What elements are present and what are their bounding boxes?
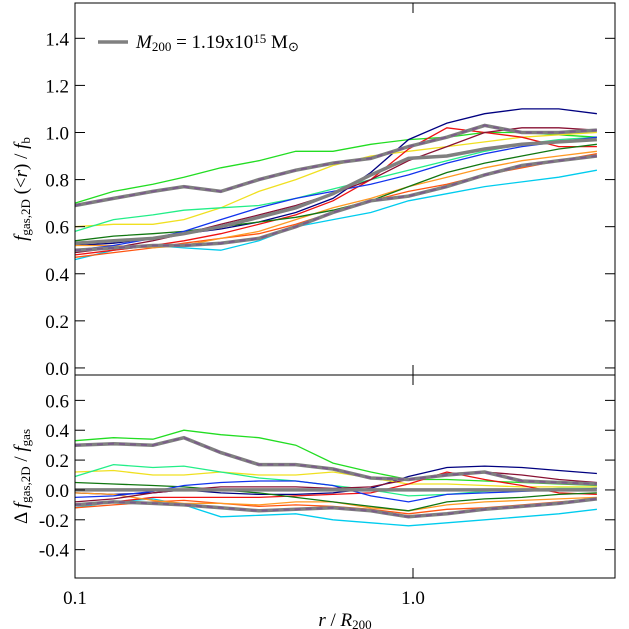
y-tick-label: 0.0	[45, 359, 69, 380]
y-axis-label-part: /	[11, 452, 32, 467]
y-axis-label-part: f	[11, 500, 32, 508]
y-tick-label: -0.4	[39, 541, 70, 562]
series-line	[74, 131, 597, 228]
legend-label-part: = 1.19x10	[171, 32, 253, 53]
series-line-dash	[74, 498, 598, 518]
legend-label-part: M	[266, 32, 288, 53]
series-line	[74, 481, 597, 512]
y-tick-label: 1.2	[45, 76, 69, 97]
y-axis-label-part: Δ	[11, 508, 32, 524]
y-axis-label-part: f	[11, 444, 32, 452]
plot-frame	[74, 374, 616, 579]
y-axis-label-part: gas,2D	[18, 199, 33, 235]
y-axis-label-part: (<	[11, 177, 32, 199]
y-tick-label: 0.8	[45, 171, 69, 192]
x-axis-label-part: R	[340, 610, 353, 629]
legend-label-part: 15	[253, 31, 266, 46]
legend-label-part: ⊙	[288, 39, 299, 54]
x-axis-label: r / R200	[318, 610, 371, 629]
y-tick-label: 0.4	[45, 421, 69, 442]
series-line	[74, 154, 598, 252]
y-axis-label-part: f	[11, 141, 32, 149]
legend-label: M200 = 1.19x1015 M⊙	[135, 31, 299, 54]
y-tick-label: -0.2	[39, 511, 69, 532]
series-line-dash	[74, 155, 598, 252]
series-line	[74, 153, 598, 258]
y-axis-label: fgas,2D (<r) / fb	[11, 137, 33, 241]
y-axis-label-part: f	[11, 233, 32, 241]
y-tick-label: 0.4	[45, 265, 69, 286]
series-line	[74, 108, 597, 247]
series-line	[74, 471, 597, 506]
series-line	[74, 131, 597, 204]
series-line	[74, 137, 598, 245]
y-tick-label: 0.2	[45, 451, 69, 472]
series-line	[74, 143, 597, 242]
y-tick-label: 0.6	[45, 391, 69, 412]
y-tick-label: 0.0	[45, 481, 69, 502]
x-axis-label-part: 200	[352, 617, 372, 629]
legend-label-part: 200	[152, 39, 172, 54]
x-axis-label-part: /	[326, 610, 341, 629]
y-tick-label: 1.0	[45, 123, 69, 144]
y-axis-label-part: b	[18, 137, 33, 144]
y-axis-label: Δ fgas,2D / fgas	[11, 429, 33, 524]
series-line	[74, 429, 597, 487]
legend-label-part: M	[135, 32, 153, 53]
x-tick-label: 1.0	[401, 588, 425, 609]
y-axis-label-part: ) /	[11, 149, 32, 170]
series-line-dash	[74, 436, 597, 485]
y-axis-label-part: gas,2D	[18, 466, 33, 502]
x-axis-label-part: r	[318, 610, 326, 629]
y-tick-label: 1.4	[45, 29, 69, 50]
y-axis-label-part: r	[11, 169, 32, 177]
x-tick-label: 0.1	[63, 588, 87, 609]
series-line	[74, 469, 597, 488]
series-line-dash	[74, 124, 597, 207]
y-axis-label-part: gas	[18, 429, 33, 446]
y-tick-label: 0.2	[45, 312, 69, 333]
y-tick-label: 0.6	[45, 218, 69, 239]
